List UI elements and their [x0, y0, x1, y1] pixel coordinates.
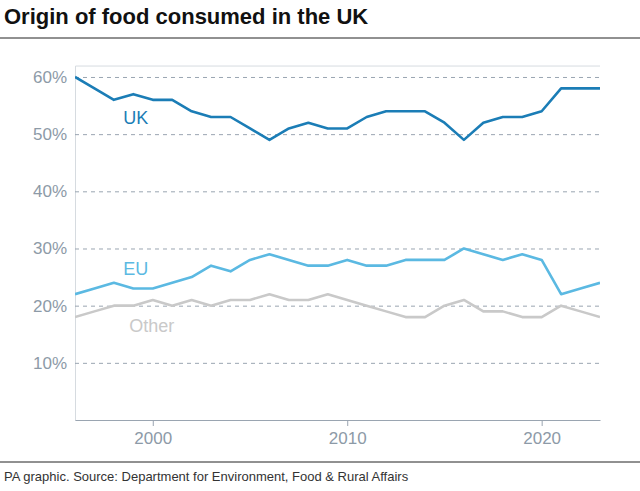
series-label: UK: [123, 108, 148, 128]
series-line: [75, 77, 600, 140]
y-tick-label: 20%: [33, 297, 67, 316]
title-rule: [0, 38, 640, 39]
grid-line: [75, 306, 600, 307]
y-tick-label: 60%: [33, 68, 67, 87]
x-tick-label: 2010: [329, 429, 367, 448]
series-line: [75, 294, 600, 317]
x-tick-mark: [347, 420, 348, 426]
y-tick: 60%: [33, 68, 600, 87]
footer-rule: [0, 462, 640, 463]
chart: Origin of food consumed in the UK 10% 20% 3…: [0, 0, 640, 491]
x-axis-line: [76, 420, 601, 421]
grid-line: [75, 191, 600, 192]
y-tick-label: 40%: [33, 182, 67, 201]
y-tick: 40%: [33, 182, 600, 201]
grid-line: [75, 363, 600, 364]
grid-line: [75, 248, 600, 249]
y-tick-label: 10%: [33, 354, 67, 373]
lines: [75, 77, 600, 317]
x-tick-mark: [153, 420, 154, 426]
x-axis: 2000 2010 2020: [76, 420, 601, 448]
x-tick-mark: [542, 420, 543, 426]
x-tick: 2000: [134, 420, 172, 448]
y-tick-label: 50%: [33, 125, 67, 144]
x-tick: 2010: [329, 420, 367, 448]
source: PA graphic. Source: Department for Envir…: [4, 469, 409, 484]
grid-line: [75, 77, 600, 78]
series-label: EU: [123, 259, 148, 279]
y-axis: 10% 20% 30% 40% 50% 60%: [33, 66, 600, 420]
series-label: Other: [129, 316, 174, 336]
series-line: [75, 248, 600, 294]
x-tick: 2020: [523, 420, 561, 448]
y-tick-label: 30%: [33, 239, 67, 258]
y-tick: 50%: [33, 125, 600, 144]
grid-line: [75, 134, 600, 135]
y-axis-line: [76, 66, 601, 420]
x-tick-label: 2000: [134, 429, 172, 448]
y-tick: 10%: [33, 354, 600, 373]
x-tick-label: 2020: [523, 429, 561, 448]
title: Origin of food consumed in the UK: [4, 4, 368, 29]
